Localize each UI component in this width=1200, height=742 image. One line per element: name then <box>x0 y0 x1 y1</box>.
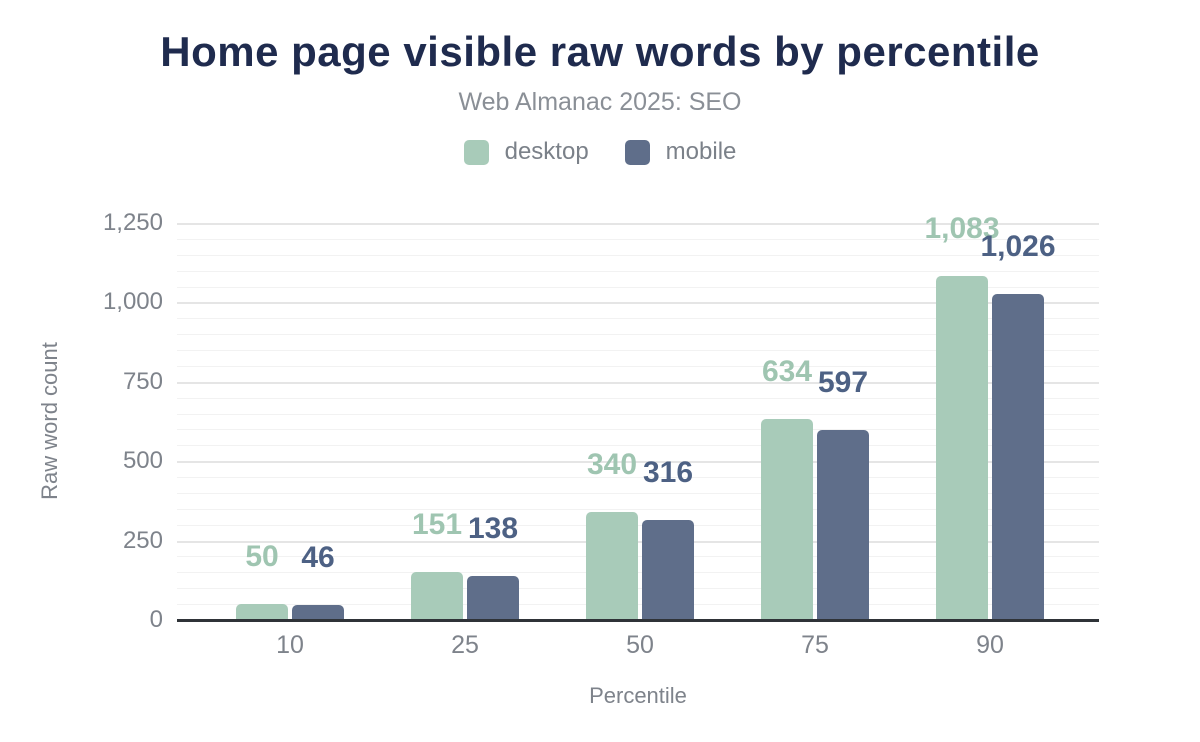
legend-swatch-mobile <box>624 139 650 165</box>
minor-gridline <box>177 493 1099 494</box>
minor-gridline <box>177 572 1099 573</box>
x-tick-label: 25 <box>451 631 479 659</box>
minor-gridline <box>177 525 1099 526</box>
bar-desktop-25 <box>411 572 463 620</box>
y-axis-title: Raw word count <box>37 342 62 500</box>
bar-label-mobile-50: 316 <box>642 456 694 489</box>
bar-label-desktop-90: 1,083 <box>924 212 1000 245</box>
x-tick-label: 10 <box>276 631 304 659</box>
y-tick-label: 750 <box>122 368 163 395</box>
bar-mobile-75 <box>817 430 869 620</box>
bar-label-mobile-75: 597 <box>817 366 869 399</box>
bar-label-mobile-10: 46 <box>301 541 335 574</box>
legend-item-desktop[interactable]: desktop <box>463 138 589 166</box>
minor-gridline <box>177 429 1099 430</box>
bar-mobile-10 <box>292 605 344 620</box>
x-axis-title: Percentile <box>589 683 687 708</box>
minor-gridline <box>177 287 1099 288</box>
minor-gridline <box>177 398 1099 399</box>
y-tick-label: 250 <box>122 527 163 554</box>
minor-gridline <box>177 271 1099 272</box>
chart-title: Home page visible raw words by percentil… <box>160 28 1040 75</box>
chart-subtitle: Web Almanac 2025: SEO <box>458 88 742 116</box>
bar-label-desktop-75: 634 <box>761 355 813 388</box>
x-axis-line <box>177 619 1099 622</box>
legend: desktop mobile <box>0 138 1200 166</box>
x-tick-label: 90 <box>976 631 1004 659</box>
bar-label-mobile-25: 138 <box>467 512 519 545</box>
bar-label-desktop-50: 340 <box>586 448 638 481</box>
minor-gridline <box>177 509 1099 510</box>
y-tick-label: 1,250 <box>102 209 163 236</box>
bar-desktop-50 <box>586 512 638 620</box>
major-gridline <box>177 461 1099 463</box>
bar-desktop-90 <box>936 276 988 620</box>
bar-desktop-10 <box>236 604 288 620</box>
bar-mobile-90 <box>992 294 1044 620</box>
minor-gridline <box>177 604 1099 605</box>
minor-gridline <box>177 414 1099 415</box>
minor-gridline <box>177 556 1099 557</box>
legend-label: mobile <box>665 138 737 165</box>
minor-gridline <box>177 255 1099 256</box>
major-gridline <box>177 382 1099 384</box>
bar-label-mobile-90: 1,026 <box>980 230 1056 263</box>
x-tick-label: 50 <box>626 631 654 659</box>
legend-swatch-desktop <box>463 139 489 165</box>
major-gridline <box>177 541 1099 543</box>
x-tick-label: 75 <box>801 631 829 659</box>
minor-gridline <box>177 350 1099 351</box>
bar-label-desktop-25: 151 <box>411 508 463 541</box>
bar-desktop-75 <box>761 419 813 620</box>
major-gridline <box>177 302 1099 304</box>
bar-mobile-50 <box>642 520 694 620</box>
y-tick-label: 500 <box>122 447 163 474</box>
y-tick-label: 1,000 <box>102 288 163 315</box>
minor-gridline <box>177 588 1099 589</box>
minor-gridline <box>177 477 1099 478</box>
y-tick-label: 0 <box>149 606 163 633</box>
bar-label-desktop-10: 50 <box>245 540 279 573</box>
major-gridline <box>177 223 1099 225</box>
minor-gridline <box>177 445 1099 446</box>
minor-gridline <box>177 239 1099 240</box>
bar-mobile-25 <box>467 576 519 620</box>
legend-item-mobile[interactable]: mobile <box>624 138 737 166</box>
minor-gridline <box>177 318 1099 319</box>
minor-gridline <box>177 366 1099 367</box>
minor-gridline <box>177 334 1099 335</box>
legend-label: desktop <box>504 138 589 165</box>
